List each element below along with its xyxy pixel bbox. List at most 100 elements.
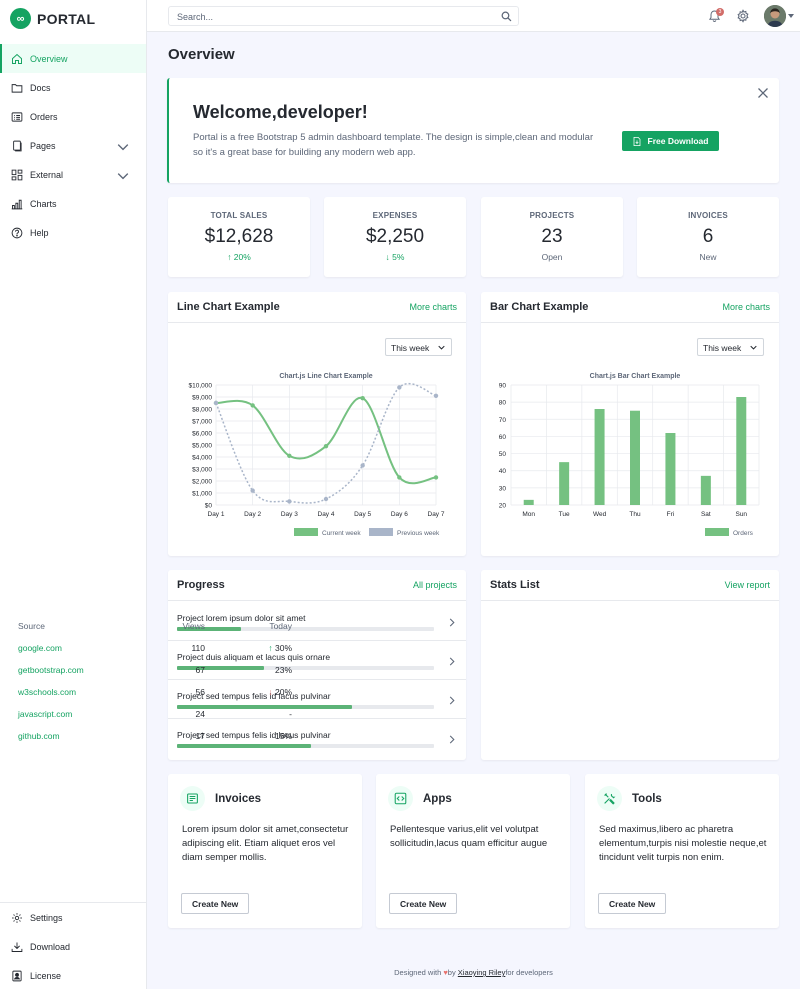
caret-down-icon[interactable] <box>788 14 794 18</box>
current-week-point <box>360 396 365 401</box>
download-icon <box>11 942 23 952</box>
sidebar-item-pages[interactable]: Pages <box>0 131 146 160</box>
bar-mon <box>523 499 534 505</box>
feature-card-tools: Tools Sed maximus,libero ac pharetra ele… <box>585 774 779 928</box>
sidebar-item-license[interactable]: License <box>0 961 146 989</box>
chevron-right-icon <box>449 618 455 627</box>
progress-fill <box>177 705 352 709</box>
legend-label: Current week <box>322 530 361 537</box>
free-download-button[interactable]: Free Download <box>622 131 719 151</box>
user-photo-icon <box>764 5 786 27</box>
progress-item[interactable]: Project sed tempus felis id lacus pulvin… <box>168 719 466 758</box>
week-select-value: This week <box>703 343 742 353</box>
avatar[interactable] <box>764 5 786 27</box>
sidebar-item-label: License <box>30 970 62 981</box>
create-new-tool-button[interactable]: Create New <box>598 893 667 914</box>
chevron-down-icon <box>117 173 129 180</box>
welcome-text: Portal is a free Bootstrap 5 admin dashb… <box>193 132 594 158</box>
progress-label: Project sed tempus felis id lacus pulvin… <box>177 691 331 701</box>
card-header: Line Chart Example More charts <box>168 292 466 323</box>
y-tick-label: $6,000 <box>192 431 212 438</box>
progress-item[interactable]: Project lorem ipsum dolor sit amet <box>168 602 466 641</box>
stat-card-total-sales[interactable]: TOTAL SALES $12,628 ↑ 20% <box>168 197 310 277</box>
stat-sub: New <box>699 252 717 262</box>
view-report-link[interactable]: View report <box>724 580 770 590</box>
all-projects-link[interactable]: All projects <box>412 580 457 590</box>
logo[interactable]: ∞ PORTAL <box>10 8 95 29</box>
legend-label: Previous week <box>397 530 440 537</box>
more-charts-link[interactable]: More charts <box>409 302 457 312</box>
more-charts-link[interactable]: More charts <box>722 302 770 312</box>
table-header: Source Views Today <box>18 621 292 643</box>
stats-list-card: Stats List View report <box>481 570 779 760</box>
card-list-icon <box>11 111 23 122</box>
stat-card-expenses[interactable]: EXPENSES $2,250 ↓ 5% <box>324 197 466 277</box>
sidebar-item-orders[interactable]: Orders <box>0 102 146 131</box>
feature-icon-wrap <box>388 786 413 811</box>
stat-label: INVOICES <box>688 211 728 220</box>
x-tick-label: Day 5 <box>354 511 371 518</box>
x-tick-label: Day 7 <box>428 511 445 518</box>
sidebar-item-overview[interactable]: Overview <box>0 44 146 73</box>
source-link[interactable]: javascript.com <box>18 709 73 719</box>
create-new-invoice-button[interactable]: Create New <box>181 893 250 914</box>
author-link[interactable]: Xiaoying Riley <box>457 968 506 977</box>
sidebar-item-settings[interactable]: Settings <box>0 903 146 932</box>
heart-icon: ♥ <box>443 968 448 977</box>
sidebar-item-label: Charts <box>30 198 57 209</box>
close-icon[interactable] <box>757 87 769 99</box>
page-title: Overview <box>168 46 235 63</box>
x-tick-label: Day 1 <box>208 511 225 518</box>
feature-icon-wrap <box>180 786 205 811</box>
table-row: google.com 110 ↑ 30% <box>18 643 292 665</box>
legend-swatch <box>705 528 729 536</box>
progress-item[interactable]: Project duis aliquam et lacus quis ornar… <box>168 641 466 680</box>
bar-chart: Chart.js Bar Chart Example 20 30 40 50 60 70 80… <box>499 373 760 537</box>
card-header: Stats List View report <box>481 570 779 601</box>
y-tick-label: 70 <box>499 417 507 424</box>
create-new-app-button[interactable]: Create New <box>389 893 458 914</box>
progress-label: Project sed tempus felis id lacus pulvin… <box>177 730 331 740</box>
page-footer: Designed with ♥by Xiaoying Rileyfor deve… <box>147 968 800 977</box>
y-tick-label: 30 <box>499 485 507 492</box>
feature-text: Lorem ipsum dolor sit amet,consectetur a… <box>182 824 349 863</box>
today-cell: 23% <box>274 665 292 675</box>
feature-title: Apps <box>423 793 452 805</box>
column-header-source: Source <box>18 621 45 631</box>
sidebar-item-charts[interactable]: Charts <box>0 189 146 218</box>
progress-item[interactable]: Project sed tempus felis id lacus pulvin… <box>168 680 466 719</box>
y-tick-label: $3,000 <box>192 467 212 474</box>
sidebar-item-docs[interactable]: Docs <box>0 73 146 102</box>
stat-card-projects[interactable]: PROJECTS 23 Open <box>481 197 623 277</box>
search-icon[interactable] <box>501 11 512 22</box>
stat-card-invoices[interactable]: INVOICES 6 New <box>637 197 779 277</box>
sidebar-item-label: External <box>30 169 64 180</box>
chevron-down-icon <box>750 345 757 350</box>
source-link[interactable]: w3schools.com <box>18 687 77 697</box>
settings-gear-icon[interactable] <box>736 9 750 23</box>
current-week-point <box>397 475 402 480</box>
source-link[interactable]: google.com <box>18 643 62 653</box>
card-title: Line Chart Example <box>177 301 280 313</box>
tools-icon <box>604 793 616 805</box>
sidebar-item-external[interactable]: External <box>0 160 146 189</box>
y-tick-label: $5,000 <box>192 443 212 450</box>
card-title: Stats List <box>490 579 540 591</box>
search-input[interactable] <box>177 10 477 23</box>
today-cell: ↓ 20% <box>268 687 292 697</box>
stat-sub: Open <box>541 252 563 262</box>
y-tick-label: $2,000 <box>192 479 212 486</box>
source-link[interactable]: getbootstrap.com <box>18 665 84 675</box>
sidebar-item-download[interactable]: Download <box>0 932 146 961</box>
feature-card-apps: Apps Pellentesque varius,elit vel volutp… <box>376 774 570 928</box>
line-chart: Chart.js Line Chart Example $0 $1,000 $2,00… <box>189 373 445 537</box>
y-tick-label: 90 <box>499 383 507 390</box>
receipt-icon <box>187 793 198 804</box>
sidebar-item-help[interactable]: Help <box>0 218 146 247</box>
week-select[interactable]: This week <box>385 338 452 356</box>
source-link[interactable]: github.com <box>18 731 60 741</box>
progress-label: Project lorem ipsum dolor sit amet <box>177 613 306 623</box>
y-tick-label: 60 <box>499 434 507 441</box>
y-tick-label: 80 <box>499 400 507 407</box>
week-select[interactable]: This week <box>697 338 764 356</box>
